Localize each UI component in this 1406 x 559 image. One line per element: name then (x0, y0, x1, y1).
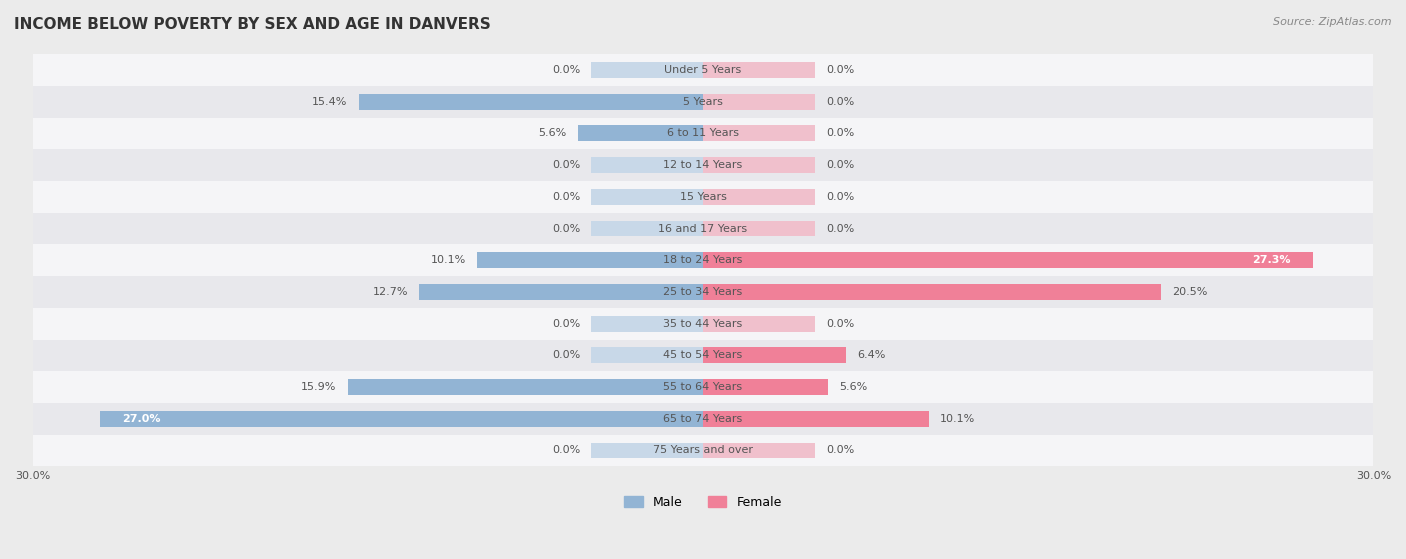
Bar (32, 54, 1374, 86)
Text: 5.6%: 5.6% (538, 129, 567, 139)
Bar (578, 125, 703, 141)
Bar (592, 443, 703, 458)
Text: 65 to 74 Years: 65 to 74 Years (664, 414, 742, 424)
Bar (477, 252, 703, 268)
Bar (703, 284, 1161, 300)
Text: Source: ZipAtlas.com: Source: ZipAtlas.com (1274, 17, 1392, 27)
Text: 15.9%: 15.9% (301, 382, 336, 392)
Bar (703, 348, 846, 363)
Bar (703, 348, 846, 363)
Bar (592, 221, 703, 236)
Bar (100, 411, 703, 427)
Bar (703, 443, 814, 458)
Text: 10.1%: 10.1% (430, 255, 467, 265)
Bar (703, 94, 814, 110)
Text: 0.0%: 0.0% (551, 446, 581, 456)
Bar (32, 117, 1374, 149)
Text: Under 5 Years: Under 5 Years (665, 65, 741, 75)
Text: 0.0%: 0.0% (825, 129, 855, 139)
Text: 0.0%: 0.0% (551, 319, 581, 329)
Text: INCOME BELOW POVERTY BY SEX AND AGE IN DANVERS: INCOME BELOW POVERTY BY SEX AND AGE IN D… (14, 17, 491, 32)
Text: 0.0%: 0.0% (825, 192, 855, 202)
Bar (592, 348, 703, 363)
Text: 25 to 34 Years: 25 to 34 Years (664, 287, 742, 297)
Text: 0.0%: 0.0% (551, 65, 581, 75)
Bar (578, 125, 703, 141)
Bar (703, 252, 1313, 268)
Bar (32, 212, 1374, 244)
Text: 15.4%: 15.4% (312, 97, 347, 107)
Bar (477, 252, 703, 268)
Bar (703, 411, 929, 427)
Bar (703, 379, 828, 395)
Bar (347, 379, 703, 395)
Bar (100, 411, 703, 427)
Text: 12.7%: 12.7% (373, 287, 408, 297)
Bar (347, 379, 703, 395)
Bar (703, 411, 929, 427)
Bar (32, 435, 1374, 466)
Bar (359, 94, 703, 110)
Bar (592, 189, 703, 205)
Bar (419, 284, 703, 300)
Text: 45 to 54 Years: 45 to 54 Years (664, 350, 742, 361)
Text: 0.0%: 0.0% (825, 319, 855, 329)
Bar (32, 371, 1374, 403)
Text: 35 to 44 Years: 35 to 44 Years (664, 319, 742, 329)
Bar (32, 276, 1374, 308)
Text: 0.0%: 0.0% (551, 224, 581, 234)
Text: 20.5%: 20.5% (1173, 287, 1208, 297)
Text: 0.0%: 0.0% (825, 160, 855, 170)
Bar (703, 379, 828, 395)
Bar (32, 244, 1374, 276)
Text: 5 Years: 5 Years (683, 97, 723, 107)
Text: 0.0%: 0.0% (551, 350, 581, 361)
Bar (419, 284, 703, 300)
Text: 15 Years: 15 Years (679, 192, 727, 202)
Bar (703, 125, 814, 141)
Bar (592, 157, 703, 173)
Text: 27.0%: 27.0% (122, 414, 160, 424)
Text: 5.6%: 5.6% (839, 382, 868, 392)
Text: 10.1%: 10.1% (939, 414, 976, 424)
Bar (592, 316, 703, 331)
Bar (703, 189, 814, 205)
Text: 0.0%: 0.0% (551, 160, 581, 170)
Bar (32, 339, 1374, 371)
Bar (32, 181, 1374, 212)
Text: 0.0%: 0.0% (551, 192, 581, 202)
Text: 27.3%: 27.3% (1253, 255, 1291, 265)
Text: 0.0%: 0.0% (825, 97, 855, 107)
Text: 6 to 11 Years: 6 to 11 Years (666, 129, 740, 139)
Bar (703, 284, 1161, 300)
Text: 16 and 17 Years: 16 and 17 Years (658, 224, 748, 234)
Bar (703, 157, 814, 173)
Bar (32, 308, 1374, 339)
Text: 0.0%: 0.0% (825, 65, 855, 75)
Bar (703, 316, 814, 331)
Text: 12 to 14 Years: 12 to 14 Years (664, 160, 742, 170)
Text: 75 Years and over: 75 Years and over (652, 446, 754, 456)
Bar (703, 62, 814, 78)
Bar (32, 149, 1374, 181)
Text: 55 to 64 Years: 55 to 64 Years (664, 382, 742, 392)
Bar (359, 94, 703, 110)
Bar (32, 403, 1374, 435)
Text: 0.0%: 0.0% (825, 446, 855, 456)
Bar (32, 86, 1374, 117)
Legend: Male, Female: Male, Female (619, 491, 787, 514)
Bar (703, 221, 814, 236)
Text: 0.0%: 0.0% (825, 224, 855, 234)
Bar (703, 252, 1313, 268)
Text: 18 to 24 Years: 18 to 24 Years (664, 255, 742, 265)
Text: 6.4%: 6.4% (858, 350, 886, 361)
Bar (592, 62, 703, 78)
